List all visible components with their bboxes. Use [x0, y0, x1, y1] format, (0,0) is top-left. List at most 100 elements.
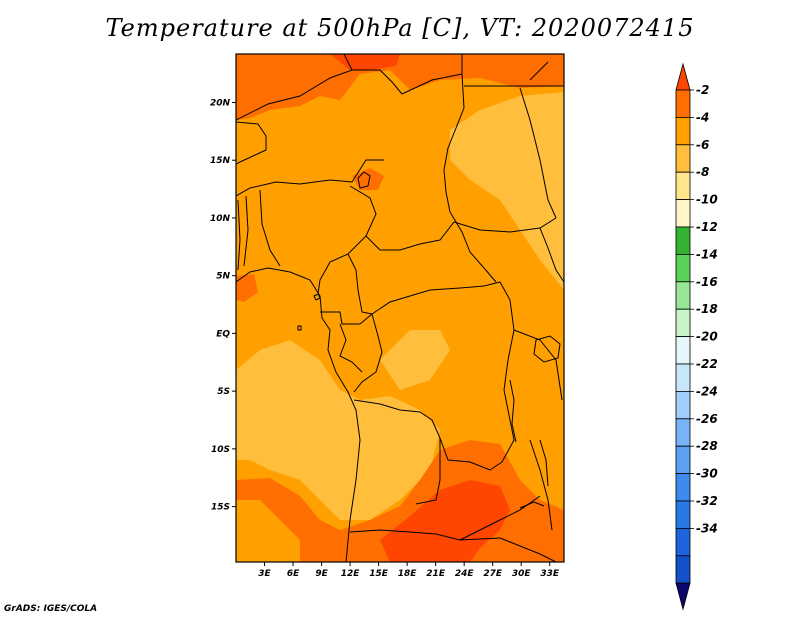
- border-tanzania: [513, 329, 563, 401]
- lat-tick-label: 15S: [211, 503, 230, 513]
- lon-tick-label: 9E: [315, 569, 328, 579]
- shade-congo-cool: [380, 330, 450, 390]
- border-benin: [243, 195, 249, 267]
- lat-tick-label: 5S: [217, 387, 230, 397]
- colorbar-swatch: [675, 390, 691, 420]
- grads-credit: GrADS: IGES/COLA: [4, 604, 98, 614]
- border-cameroon-car: [347, 253, 373, 315]
- temperature-field: [236, 54, 564, 562]
- border-mozambique: [499, 537, 557, 562]
- colorbar-bottom-arrow: [675, 582, 691, 611]
- colorbar-swatch: [675, 226, 691, 255]
- border-drc-east: [499, 281, 515, 463]
- border-angola-namibia: [349, 529, 501, 541]
- longitude-axis: 3E 6E 9E 12E 15E 18E 21E 24E 27E 30E 33E: [258, 562, 560, 579]
- colorbar-label: -10: [696, 193, 718, 207]
- border-south-sudan-east: [539, 227, 564, 283]
- colorbar-swatch: [675, 473, 691, 502]
- lake-kariba: [519, 501, 545, 509]
- colorbar-swatch: [675, 89, 691, 118]
- lon-tick-label: 27E: [483, 569, 503, 579]
- bioko-island: [313, 293, 321, 301]
- lat-tick-label: 5N: [216, 272, 230, 282]
- shade-sahel-warm: [352, 168, 384, 190]
- colorbar-label: -30: [696, 467, 718, 481]
- border-sudan-south-sudan: [453, 217, 557, 233]
- lon-tick-label: 12E: [341, 569, 361, 579]
- lake-malawi: [539, 439, 549, 487]
- colorbar-swatch: [675, 171, 691, 200]
- colorbar-swatch: [675, 528, 691, 557]
- border-nigeria-east: [317, 185, 377, 295]
- colorbar-label: -6: [696, 138, 709, 152]
- colorbar-label: -16: [696, 275, 718, 289]
- shade-north-warm: [236, 54, 564, 120]
- lon-tick-label: 18E: [398, 569, 418, 579]
- country-borders: [236, 54, 564, 562]
- colorbar-swatch: [675, 281, 691, 310]
- lon-tick-label: 24E: [455, 569, 475, 579]
- red-sea-coast: [529, 61, 549, 81]
- border-chad-car: [365, 221, 455, 251]
- border-libya-chad: [401, 73, 465, 109]
- lon-tick-label: 15E: [369, 569, 389, 579]
- colorbar-label: -32: [696, 494, 718, 508]
- lon-tick-label: 33E: [540, 569, 560, 579]
- colorbar-label: -8: [696, 165, 709, 179]
- colorbar-swatch: [675, 418, 691, 447]
- colorbar-label: -14: [696, 247, 718, 261]
- colorbar-label: -2: [696, 83, 709, 97]
- border-algeria-niger: [236, 69, 403, 121]
- border-ethiopia-sudan: [519, 87, 557, 219]
- lon-tick-label: 6E: [287, 569, 300, 579]
- lon-tick-label: 3E: [258, 569, 271, 579]
- colorbar-swatch: [675, 199, 691, 228]
- lat-tick-label: 10N: [210, 214, 231, 224]
- colorbar-label: -12: [696, 220, 718, 234]
- colorbar-swatch: [675, 308, 691, 338]
- lake-victoria: [533, 335, 561, 363]
- border-mali-niger: [236, 121, 267, 165]
- sao-tome-island: [297, 325, 302, 331]
- colorbar-swatch: [675, 555, 691, 584]
- shade-atlantic-cool: [236, 340, 440, 520]
- shade-north-hot: [330, 54, 400, 70]
- lake-tanganyika: [509, 379, 517, 443]
- colorbar-label: -28: [696, 439, 718, 453]
- colorbar-swatch: [675, 253, 691, 283]
- shade-sw-cool: [236, 500, 300, 562]
- shade-west-coast-warm: [236, 274, 258, 302]
- lat-tick-label: 15N: [210, 156, 231, 166]
- colorbar-label: -22: [696, 357, 718, 371]
- colorbar-swatch: [675, 144, 691, 173]
- border-niger-libya: [343, 54, 353, 71]
- lat-tick-label: EQ: [216, 329, 230, 339]
- latitude-axis: 20N 15N 10N 5N EQ 5S 10S 15S: [210, 98, 236, 513]
- lon-tick-label: 30E: [512, 569, 532, 579]
- colorbar: -34 -32 -30 -28 -26 -24 -22 -20 -18 -16 -14 -12 -10 -…: [675, 62, 718, 611]
- border-nigeria-cameroon: [259, 189, 281, 267]
- shade-south-hot: [380, 480, 510, 562]
- colorbar-label: -26: [696, 412, 718, 426]
- border-malawi: [529, 439, 553, 531]
- colorbar-label: -4: [696, 110, 709, 124]
- colorbar-swatch: [675, 336, 691, 365]
- border-angola-zambia: [415, 438, 441, 505]
- map-title: Temperature at 500hPa [C], VT: 202007241…: [105, 14, 695, 42]
- border-drc-zambia: [447, 459, 503, 471]
- border-cameroon-gabon: [320, 311, 373, 325]
- border-gabon-congo: [339, 323, 363, 373]
- lat-tick-label: 10S: [211, 445, 230, 455]
- west-africa-coastline: [236, 267, 361, 562]
- colorbar-label: -34: [696, 521, 718, 535]
- lake-chad: [357, 171, 371, 189]
- border-congo-drc: [353, 313, 383, 393]
- lon-tick-label: 21E: [426, 569, 446, 579]
- border-chad-sudan: [443, 107, 497, 283]
- lat-tick-label: 20N: [210, 98, 231, 108]
- colorbar-swatch: [675, 445, 691, 475]
- map-frame: [235, 53, 565, 563]
- border-niger-nigeria: [236, 159, 384, 197]
- border-car-drc: [371, 281, 501, 315]
